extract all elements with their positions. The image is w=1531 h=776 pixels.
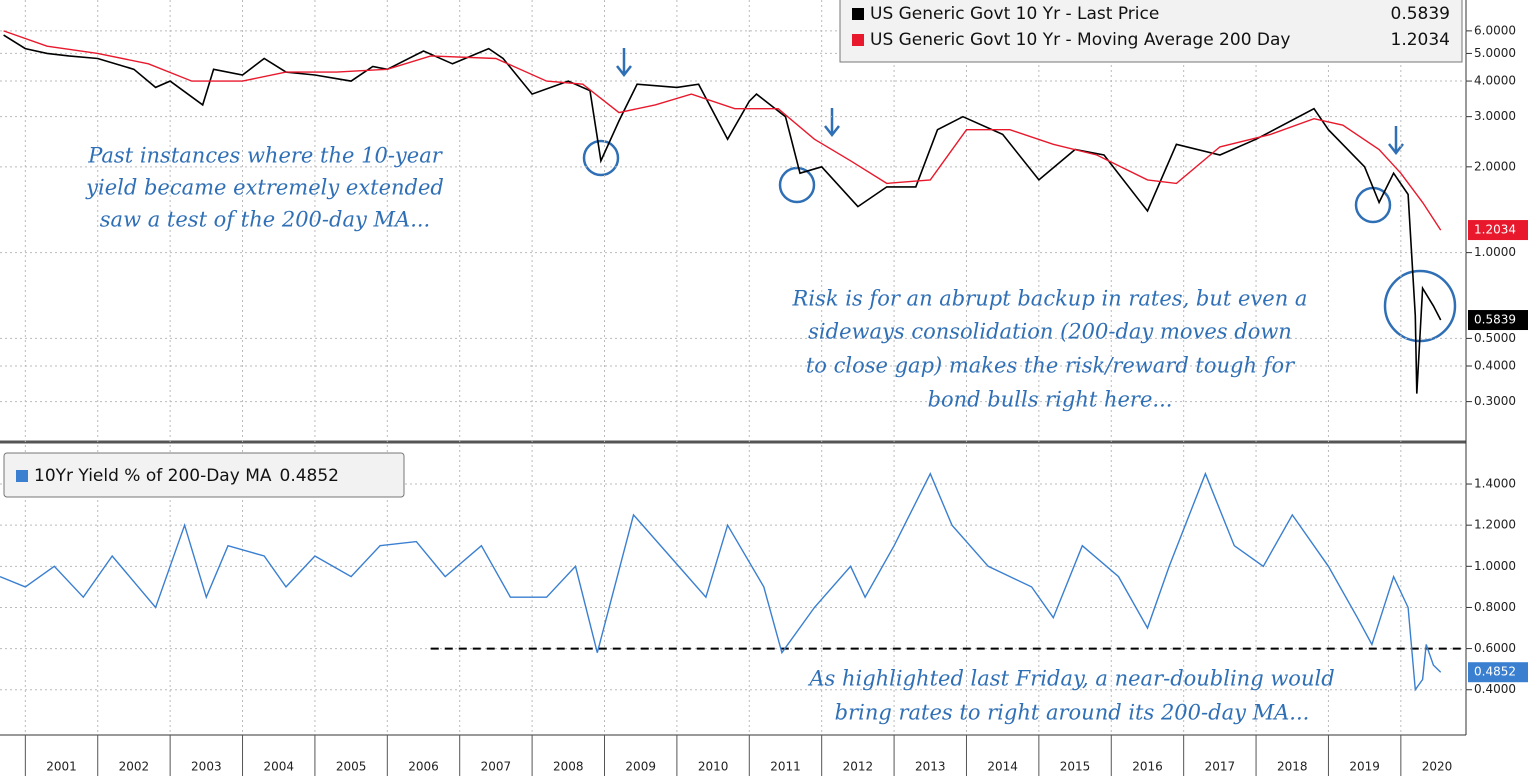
- series-line: [3, 34, 1442, 394]
- y-tick-label: 0.8000: [1474, 600, 1516, 614]
- x-tick-label: 2015: [1060, 760, 1091, 774]
- arrow: [824, 108, 840, 138]
- value-badge-label: 0.5839: [1474, 313, 1516, 327]
- y-tick-label: 0.6000: [1474, 641, 1516, 655]
- annotation: saw a test of the 200-day MA...: [100, 208, 430, 232]
- annotation: bond bulls right here...: [928, 388, 1173, 412]
- annotation: As highlighted last Friday, a near-doubl…: [807, 667, 1334, 691]
- x-tick-label: 2007: [481, 760, 512, 774]
- value-badge-label: 0.4852: [1474, 665, 1516, 679]
- series-line: [3, 30, 1442, 231]
- x-tick-label: 2019: [1349, 760, 1380, 774]
- y-tick-label: 0.5000: [1474, 331, 1516, 345]
- annotation: Risk is for an abrupt backup in rates, b…: [792, 287, 1308, 311]
- legend-value: 0.5839: [1391, 4, 1450, 24]
- y-tick-label: 0.4000: [1474, 682, 1516, 696]
- legend-box: [839, 0, 1463, 63]
- x-tick-label: 2013: [915, 760, 946, 774]
- legend-swatch: [16, 470, 28, 482]
- circle: [778, 166, 816, 204]
- annotation: Past instances where the 10-year: [87, 144, 444, 168]
- x-tick-label: 2020: [1422, 760, 1453, 774]
- legend-box: [3, 452, 405, 498]
- y-tick-label: 2.0000: [1474, 159, 1516, 173]
- x-tick-label: 2017: [1205, 760, 1236, 774]
- legend-label: US Generic Govt 10 Yr - Last Price: [870, 4, 1159, 24]
- y-tick-label: 1.0000: [1474, 559, 1516, 573]
- x-tick-label: 2005: [336, 760, 367, 774]
- annotation: yield became extremely extended: [85, 176, 444, 200]
- x-tick-label: 2010: [698, 760, 729, 774]
- y-tick-label: 0.4000: [1474, 359, 1516, 373]
- x-tick-label: 2001: [46, 760, 77, 774]
- value-badge: [1468, 310, 1528, 331]
- legend-swatch: [852, 34, 864, 46]
- circle: [582, 139, 620, 177]
- y-tick-label: 6.0000: [1474, 23, 1516, 37]
- value-badge: [1468, 220, 1528, 241]
- legend-label: 10Yr Yield % of 200-Day MA: [34, 466, 272, 486]
- y-tick-label: 3.0000: [1474, 109, 1516, 123]
- value-badge: [1468, 662, 1528, 683]
- legend: 10Yr Yield % of 200-Day MA 0.4852: [3, 452, 405, 498]
- legend: US Generic Govt 10 Yr - Last Price 0.5839…: [839, 0, 1463, 63]
- x-tick-label: 2014: [987, 760, 1018, 774]
- legend-label: US Generic Govt 10 Yr - Moving Average 2…: [870, 30, 1290, 50]
- x-tick-label: 2011: [770, 760, 801, 774]
- annotation: to close gap) makes the risk/reward toug…: [806, 354, 1296, 378]
- series-line: [0, 471, 1442, 692]
- y-tick-label: 5.0000: [1474, 46, 1516, 60]
- y-tick-label: 4.0000: [1474, 74, 1516, 88]
- y-tick-label: 1.4000: [1474, 477, 1516, 491]
- x-tick-label: 2004: [263, 760, 294, 774]
- x-tick-label: 2012: [843, 760, 874, 774]
- x-tick-label: 2018: [1277, 760, 1308, 774]
- y-tick-label: 1.0000: [1474, 245, 1516, 259]
- x-tick-label: 2016: [1132, 760, 1163, 774]
- y-tick-label: 0.3000: [1474, 394, 1516, 408]
- legend-swatch: [852, 8, 864, 20]
- y-tick-label: 1.2000: [1474, 518, 1516, 532]
- annotation: sideways consolidation (200-day moves do…: [808, 320, 1292, 344]
- x-tick-label: 2009: [625, 760, 656, 774]
- annotation: bring rates to right around its 200-day …: [835, 701, 1310, 725]
- x-tick-label: 2003: [191, 760, 222, 774]
- legend-value: 1.2034: [1391, 30, 1450, 50]
- x-tick-label: 2008: [553, 760, 584, 774]
- x-tick-label: 2002: [119, 760, 150, 774]
- arrow: [616, 48, 632, 78]
- x-tick-label: 2006: [408, 760, 439, 774]
- value-badge-label: 1.2034: [1474, 223, 1516, 237]
- legend-value: 0.4852: [280, 466, 339, 486]
